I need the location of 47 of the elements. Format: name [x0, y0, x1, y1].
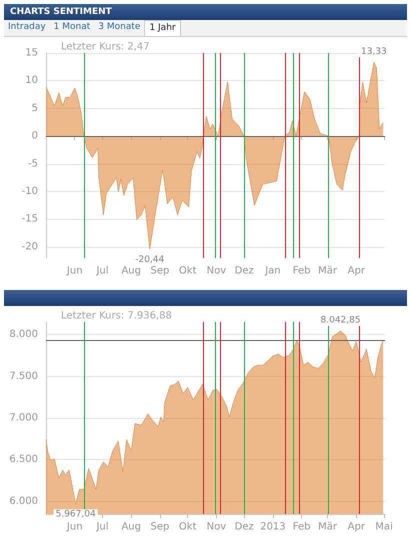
- x-tick-label: Feb: [292, 266, 310, 276]
- header-bar: CHARTS SENTIMENT: [4, 4, 407, 20]
- annotation: 5.967,04: [56, 510, 96, 520]
- y-tick-label: 15: [25, 48, 38, 58]
- x-tick-label: Jul: [95, 266, 109, 276]
- y-tick-label: -20: [22, 241, 38, 252]
- x-tick-label: Nov: [206, 266, 226, 276]
- chart-subtitle: Letzter Kurs: 2,47: [61, 42, 150, 52]
- x-tick-label: 2013: [260, 522, 286, 532]
- x-tick-label: Okt: [178, 522, 197, 532]
- y-tick-label: 0: [32, 130, 38, 142]
- x-tick-label: Jan: [264, 266, 281, 276]
- annotation: 8.042,85: [320, 315, 361, 326]
- x-tick-label: Jun: [66, 266, 83, 276]
- x-tick-label: Jul: [95, 522, 109, 532]
- x-tick-label: Apr: [348, 266, 366, 276]
- text: Intraday: [7, 21, 47, 34]
- x-tick-label: Sep: [150, 266, 170, 276]
- text: 1 Monat: [52, 21, 92, 34]
- y-tick-label: 7.500: [9, 370, 38, 382]
- x-tick-label: Nov: [206, 522, 226, 532]
- annotation: -20,44: [135, 254, 165, 265]
- text: 1 Jahr: [144, 20, 181, 36]
- y-tick-label: 6.000: [9, 496, 38, 507]
- x-tick-label: Feb: [292, 522, 310, 532]
- y-tick-label: -5: [28, 158, 38, 170]
- y-tick-label: 5: [32, 102, 38, 114]
- x-tick-label: Apr: [348, 522, 366, 532]
- x-tick-label: Aug: [121, 522, 141, 532]
- x-tick-label: Jun: [66, 522, 83, 532]
- y-tick-label: 8.000: [9, 329, 38, 340]
- chart-subtitle: Letzter Kurs: 7.936,88: [61, 310, 172, 322]
- annotation: 13,33: [361, 46, 387, 57]
- x-tick-label: Mai: [375, 522, 393, 532]
- y-tick-label: 10: [25, 75, 38, 86]
- x-tick-label: Mär: [318, 522, 338, 532]
- x-tick-label: Dez: [234, 522, 254, 532]
- x-tick-label: Sep: [150, 522, 170, 532]
- y-tick-label: -15: [22, 214, 38, 225]
- text: 3 Monate: [97, 21, 142, 34]
- x-tick-label: Mär: [318, 266, 338, 276]
- y-tick-label: 6.500: [9, 454, 38, 466]
- y-tick-label: 7.000: [9, 412, 38, 424]
- x-tick-label: Dez: [234, 266, 254, 276]
- y-tick-label: -10: [22, 186, 38, 198]
- x-tick-label: Aug: [121, 266, 141, 276]
- x-tick-label: Okt: [178, 266, 197, 276]
